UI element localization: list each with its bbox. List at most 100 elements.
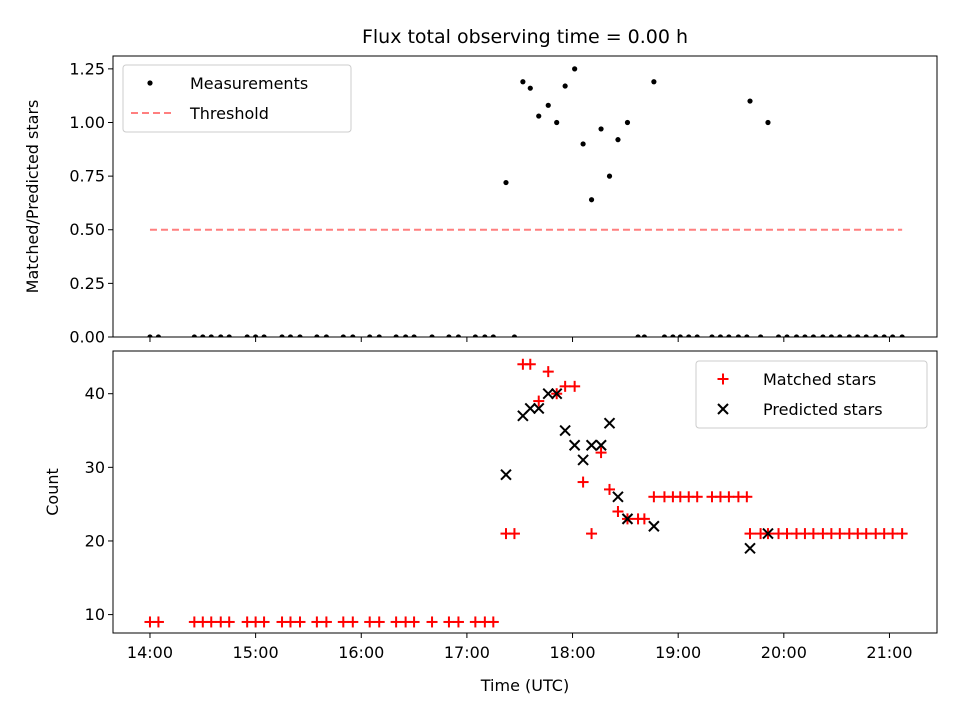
matched-star-point bbox=[408, 616, 420, 628]
measurement-point bbox=[147, 334, 153, 337]
y-tick-label: 30 bbox=[85, 458, 105, 477]
matched-star-point bbox=[347, 616, 359, 628]
measurement-point bbox=[624, 119, 631, 126]
measurement-point bbox=[490, 334, 496, 337]
matched-star-point bbox=[373, 616, 385, 628]
x-tick-label: 14:00 bbox=[127, 643, 173, 662]
bottom-panel: 10 20 30 40 14:00 15:00 16:00 17:00 18:00 19:00 20… bbox=[43, 350, 938, 695]
measurement-point bbox=[775, 334, 782, 337]
measurement-point bbox=[677, 334, 683, 337]
measurement-point bbox=[511, 334, 518, 337]
y-tick-label: 0.25 bbox=[69, 274, 105, 293]
legend-label: Threshold bbox=[189, 104, 269, 123]
measurement-point bbox=[520, 79, 526, 85]
y-tick-label: 0.75 bbox=[69, 167, 105, 186]
measurement-point bbox=[429, 334, 435, 337]
x-axis-label: Time (UTC) bbox=[480, 676, 569, 695]
x-stroke-2 bbox=[542, 387, 554, 400]
measurement-point bbox=[890, 334, 896, 337]
matched-star-point bbox=[612, 506, 624, 518]
predicted-star-point bbox=[621, 513, 634, 525]
y-tick-label: 0.50 bbox=[69, 220, 105, 239]
predicted-star-point bbox=[595, 439, 607, 451]
measurement-point bbox=[686, 334, 692, 337]
x-stroke-2 bbox=[550, 387, 563, 400]
measurement-point bbox=[606, 173, 613, 179]
measurement-point bbox=[527, 85, 533, 91]
x-stroke-2 bbox=[559, 424, 571, 437]
measurement-point bbox=[572, 66, 578, 72]
predicted-star-point bbox=[744, 542, 756, 555]
x-stroke-2 bbox=[585, 439, 598, 451]
measurement-point bbox=[873, 334, 879, 337]
matched-star-point bbox=[426, 616, 438, 628]
measurement-point bbox=[482, 334, 488, 337]
y-tick-label: 40 bbox=[85, 384, 105, 403]
matched-star-point bbox=[741, 491, 753, 503]
legend-marker-x-2 bbox=[717, 403, 729, 415]
measurement-point bbox=[694, 334, 700, 337]
matched-star-point bbox=[595, 447, 607, 459]
x-stroke-2 bbox=[648, 520, 660, 532]
x-stroke-2 bbox=[744, 542, 756, 555]
predicted-star-point bbox=[542, 387, 554, 400]
matched-star-point bbox=[860, 528, 872, 540]
matched-star-point bbox=[542, 366, 554, 378]
measurement-point bbox=[735, 334, 741, 337]
measurement-point bbox=[820, 334, 826, 337]
measurement-point bbox=[367, 334, 373, 337]
top-panel: 0.00 0.25 0.50 0.75 1.00 1.25 Matched/Predicte… bbox=[23, 26, 938, 347]
measurement-point bbox=[226, 334, 232, 337]
legend-box bbox=[695, 360, 928, 429]
measurement-point bbox=[503, 179, 509, 186]
measurement-point bbox=[244, 334, 250, 337]
predicted-star-point bbox=[559, 424, 571, 437]
matched-star-point bbox=[533, 395, 545, 407]
measurement-point bbox=[670, 334, 676, 337]
measurement-point bbox=[340, 334, 346, 337]
x-tick-label: 21:00 bbox=[866, 643, 912, 662]
measurement-point bbox=[191, 334, 197, 337]
chart-title: Flux total observing time = 0.00 h bbox=[362, 26, 688, 48]
measurement-point bbox=[393, 334, 399, 337]
y-tick-label: 10 bbox=[85, 605, 105, 624]
measurement-point bbox=[802, 334, 808, 337]
x-stroke-2 bbox=[533, 402, 545, 415]
matched-star-point bbox=[258, 616, 270, 628]
measurement-point bbox=[279, 334, 285, 337]
y-axis-label: Matched/Predicted stars bbox=[23, 100, 42, 294]
matched-star-point bbox=[586, 528, 598, 540]
measurement-point bbox=[376, 334, 382, 337]
measurement-point bbox=[793, 334, 800, 337]
y-tick-label: 20 bbox=[85, 531, 105, 550]
predicted-star-point bbox=[648, 520, 660, 532]
measurement-point bbox=[828, 334, 834, 337]
x-stroke-2 bbox=[577, 454, 589, 466]
measurement-point bbox=[899, 334, 905, 337]
matched-star-point bbox=[443, 616, 455, 628]
measurement-point bbox=[323, 334, 329, 337]
matched-star-point bbox=[559, 380, 571, 392]
measurement-point bbox=[651, 79, 657, 85]
matched-star-point bbox=[469, 616, 481, 628]
x-stroke-2 bbox=[603, 417, 616, 429]
predicted-star-point bbox=[568, 439, 581, 451]
data-layer bbox=[147, 66, 905, 337]
measurement-point bbox=[747, 98, 753, 104]
x-stroke-2 bbox=[595, 439, 607, 451]
measurement-point bbox=[661, 334, 668, 337]
predicted-star-point bbox=[577, 454, 589, 466]
measurement-point bbox=[554, 119, 560, 126]
x-tick-label: 18:00 bbox=[549, 643, 595, 662]
x-stroke-2 bbox=[621, 513, 634, 525]
matched-star-point bbox=[887, 528, 899, 540]
matched-star-point bbox=[569, 380, 581, 392]
measurement-point bbox=[726, 334, 732, 337]
measurement-point bbox=[472, 334, 478, 337]
legend-box bbox=[122, 64, 352, 133]
measurement-point bbox=[261, 334, 267, 337]
measurement-point bbox=[580, 141, 586, 147]
measurement-point bbox=[881, 334, 887, 337]
measurement-point bbox=[403, 334, 409, 337]
